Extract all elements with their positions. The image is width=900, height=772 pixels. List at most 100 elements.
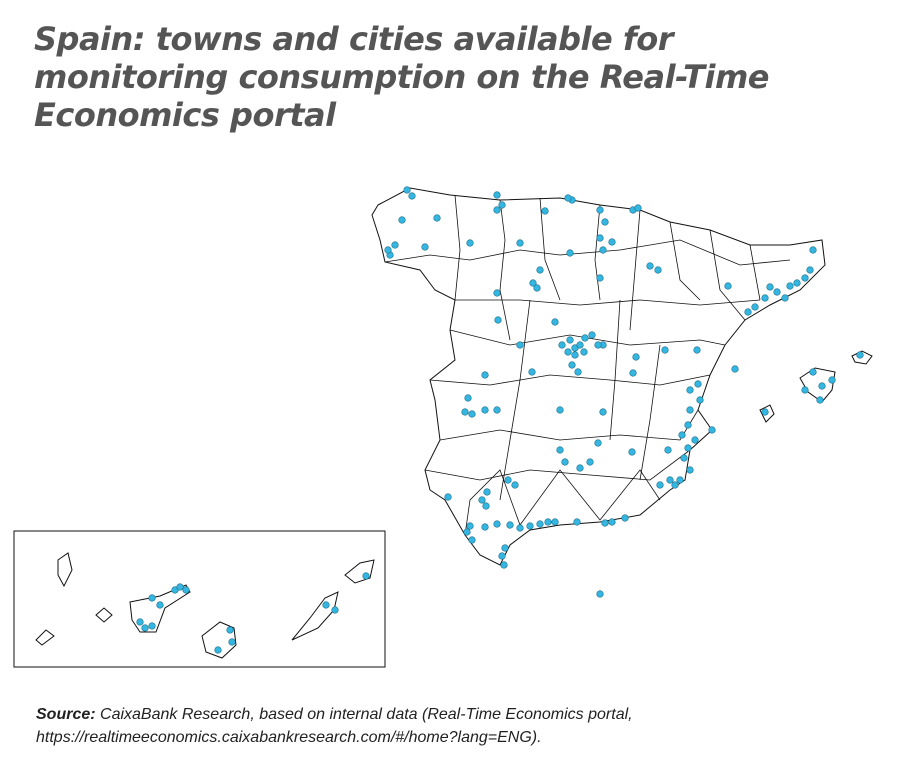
city-marker — [694, 380, 702, 388]
city-marker — [500, 561, 508, 569]
city-marker — [608, 518, 616, 526]
city-marker — [731, 365, 739, 373]
city-marker — [136, 618, 144, 626]
canary-inset-frame — [13, 530, 386, 668]
city-marker — [684, 421, 692, 429]
city-marker — [506, 521, 514, 529]
city-marker — [724, 282, 732, 290]
city-marker — [594, 341, 602, 349]
province-border — [449, 329, 726, 346]
city-marker — [558, 341, 566, 349]
city-marker — [693, 346, 701, 354]
city-marker — [568, 361, 576, 369]
city-marker — [781, 294, 789, 302]
city-marker — [148, 622, 156, 630]
province-border — [539, 197, 561, 301]
city-marker — [628, 448, 636, 456]
city-marker — [809, 368, 817, 376]
city-marker — [751, 303, 759, 311]
city-marker — [551, 318, 559, 326]
city-marker — [494, 316, 502, 324]
province-border — [429, 374, 711, 386]
city-marker — [516, 341, 524, 349]
city-markers — [136, 186, 864, 654]
province-border — [454, 194, 461, 301]
city-marker — [536, 266, 544, 274]
peninsula-outline — [371, 187, 826, 566]
city-marker — [571, 351, 579, 359]
province-border — [629, 209, 641, 331]
city-marker — [504, 476, 512, 484]
province-border — [464, 469, 661, 536]
city-marker — [816, 396, 824, 404]
city-marker — [468, 536, 476, 544]
city-marker — [596, 274, 604, 282]
map-title: Spain: towns and cities available for mo… — [34, 20, 769, 134]
province-border — [499, 199, 511, 341]
city-marker — [634, 204, 642, 212]
el-hierro-outline — [35, 629, 55, 646]
city-marker — [654, 266, 662, 274]
city-marker — [661, 346, 669, 354]
city-marker — [421, 243, 429, 251]
city-marker — [403, 186, 411, 194]
province-border — [609, 299, 621, 441]
city-marker — [594, 439, 602, 447]
la-gomera-outline — [95, 607, 113, 623]
city-marker — [516, 239, 524, 247]
city-marker — [398, 216, 406, 224]
spain-map — [13, 186, 873, 668]
city-marker — [564, 348, 572, 356]
city-marker — [596, 206, 604, 214]
city-marker — [322, 601, 330, 609]
city-marker — [493, 289, 501, 297]
city-marker — [468, 410, 476, 418]
city-marker — [408, 192, 416, 200]
city-marker — [541, 207, 549, 215]
city-marker — [214, 646, 222, 654]
city-marker — [501, 544, 509, 552]
city-marker — [621, 514, 629, 522]
city-marker — [182, 586, 190, 594]
city-marker — [856, 351, 864, 359]
city-marker — [464, 394, 472, 402]
city-marker — [680, 454, 688, 462]
city-marker — [793, 279, 801, 287]
city-marker — [493, 206, 501, 214]
source-note: Source: CaixaBank Research, based on int… — [36, 703, 633, 749]
city-marker — [461, 408, 469, 416]
city-marker — [666, 476, 674, 484]
city-marker — [601, 218, 609, 226]
city-marker — [801, 274, 809, 282]
city-marker — [761, 408, 769, 416]
mallorca-outline — [799, 367, 836, 403]
city-marker — [564, 194, 572, 202]
city-marker — [596, 590, 604, 598]
city-marker — [544, 518, 552, 526]
city-marker — [664, 446, 672, 454]
source-url: https://realtimeeconomics.caixabankresea… — [36, 729, 542, 746]
city-marker — [482, 502, 490, 510]
city-marker — [608, 238, 616, 246]
city-marker — [676, 476, 684, 484]
land-outlines — [13, 187, 873, 668]
city-marker — [576, 464, 584, 472]
city-marker — [646, 262, 654, 270]
city-marker — [493, 406, 501, 414]
city-marker — [686, 406, 694, 414]
city-marker — [141, 624, 149, 632]
city-marker — [684, 444, 692, 452]
city-marker — [444, 493, 452, 501]
city-marker — [632, 353, 640, 361]
city-marker — [493, 191, 501, 199]
city-marker — [498, 552, 506, 560]
province-border — [639, 344, 661, 481]
city-marker — [551, 518, 559, 526]
city-marker — [691, 436, 699, 444]
source-label: Source: — [36, 706, 96, 723]
province-border — [499, 299, 531, 501]
city-marker — [629, 369, 637, 377]
city-marker — [391, 241, 399, 249]
city-marker — [156, 601, 164, 609]
city-marker — [573, 518, 581, 526]
